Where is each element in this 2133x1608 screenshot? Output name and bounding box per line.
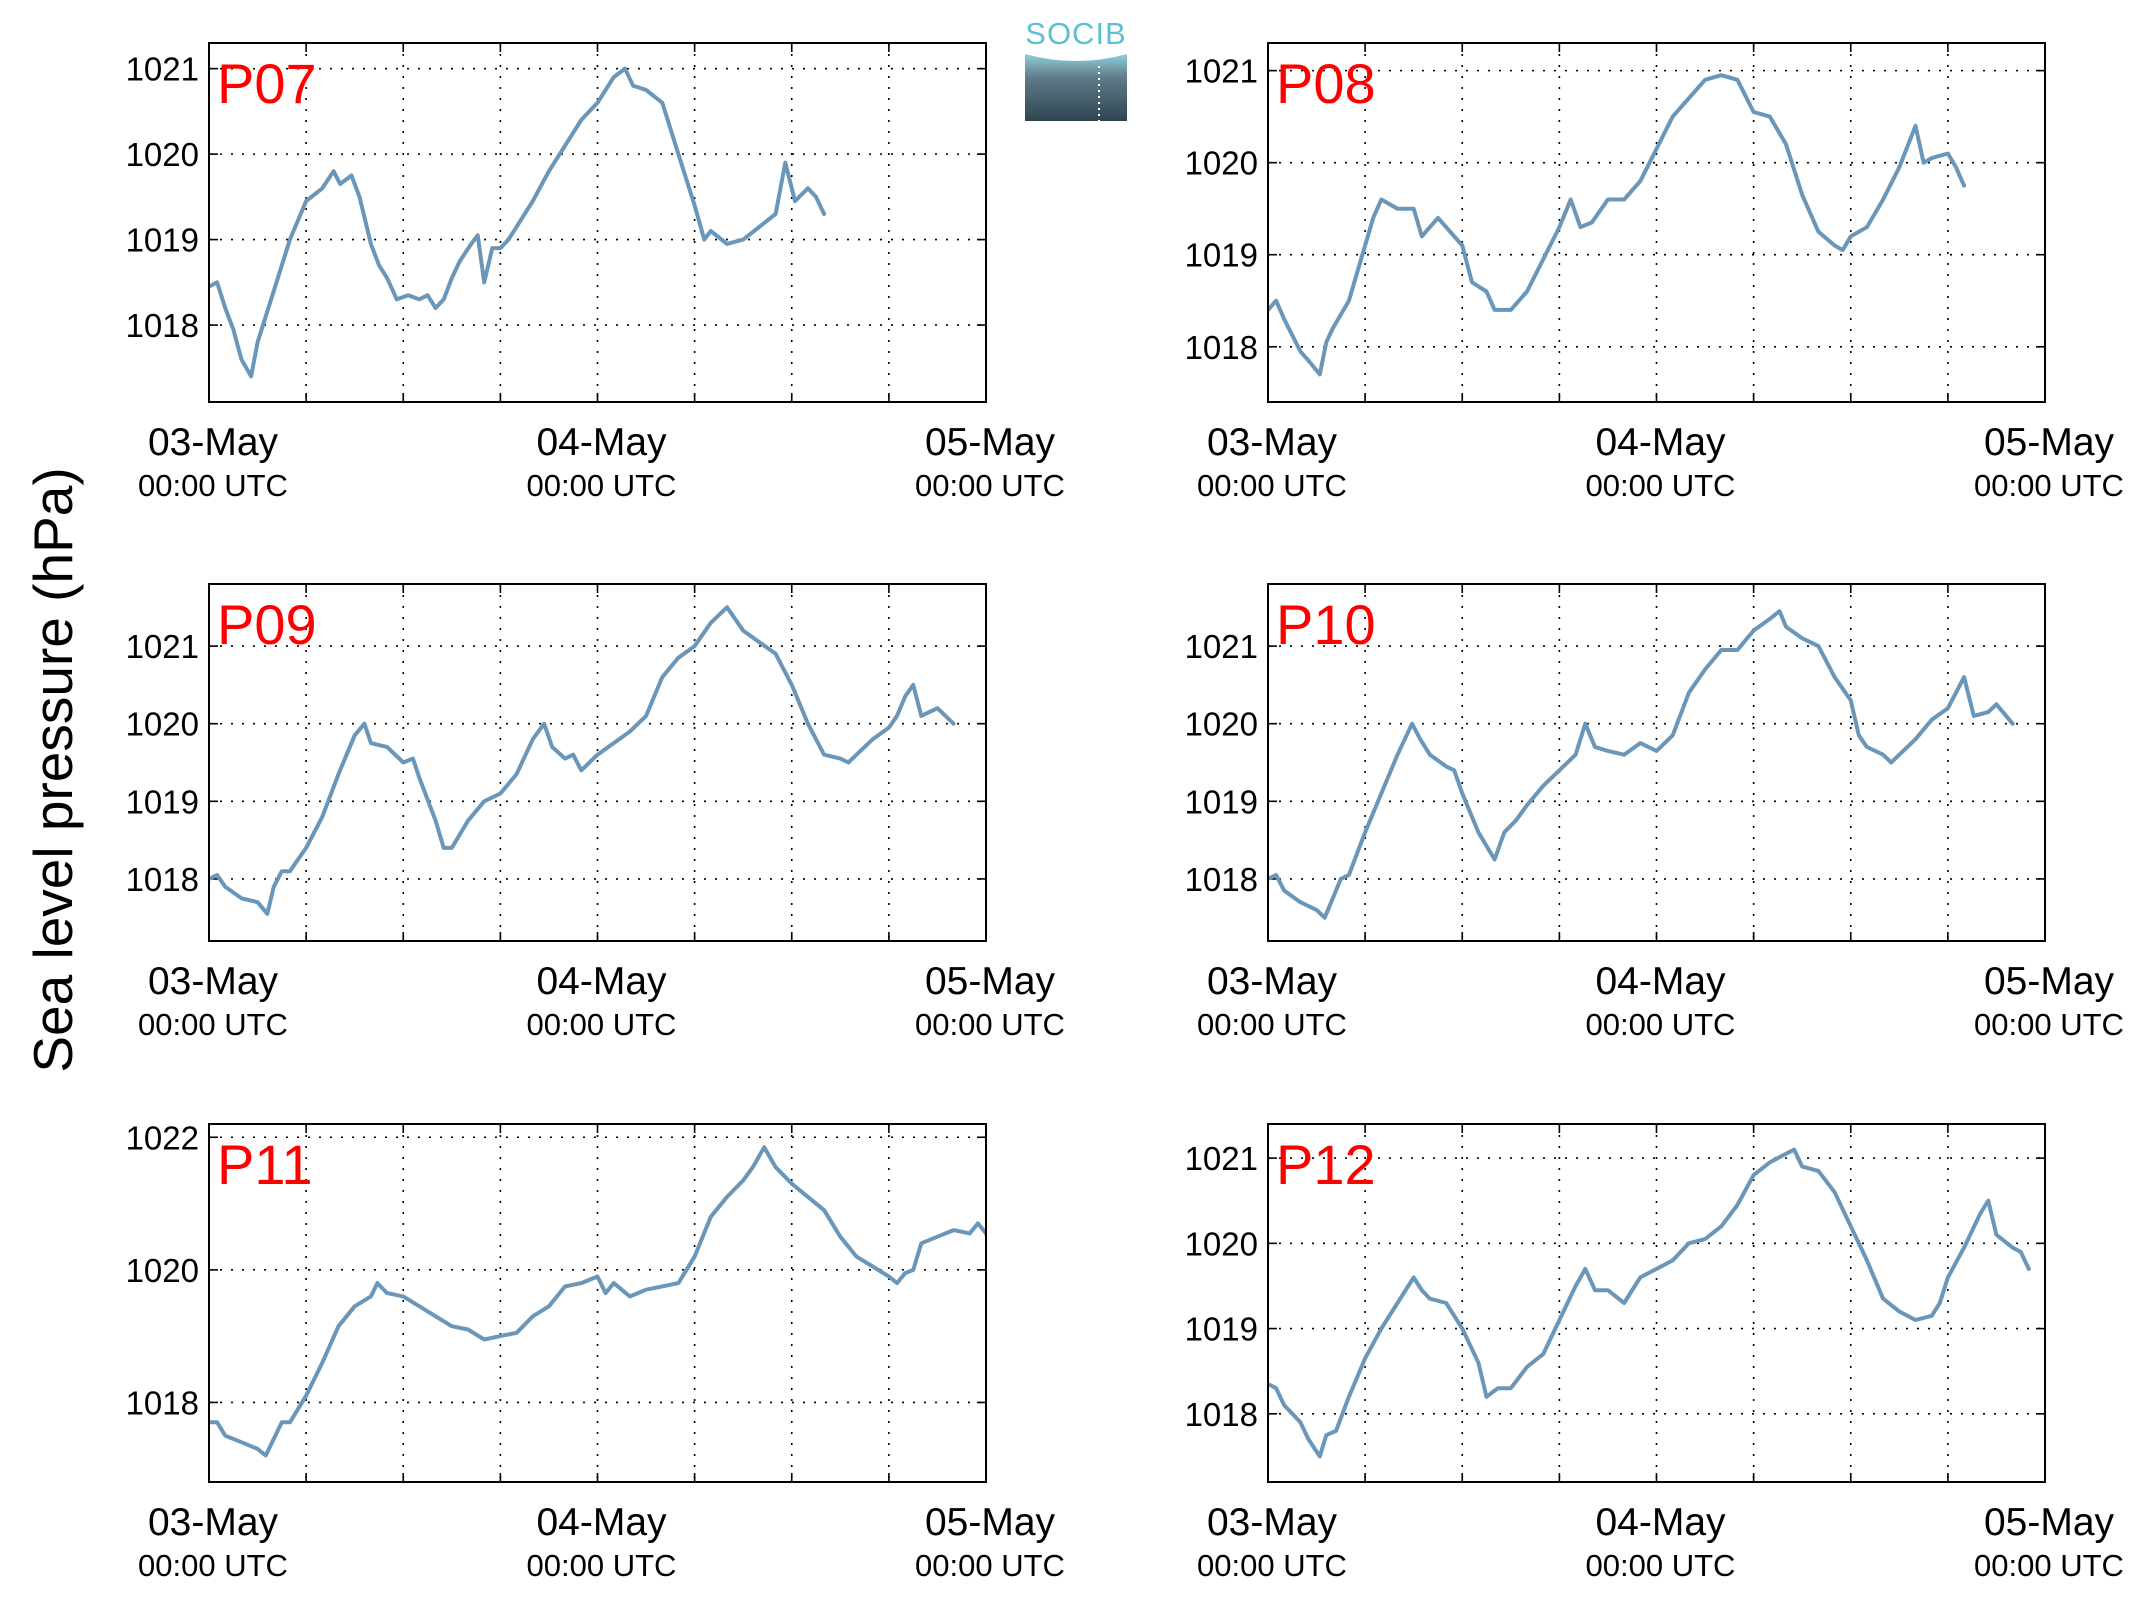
x-tick-label-time: 00:00 UTC	[527, 1007, 677, 1042]
panel-p12: 1018 1019 1020 1021 P12 03-May 00:00 UTC 04-May…	[1185, 1123, 2124, 1583]
x-tick-label-date: 04-May	[536, 960, 667, 1003]
y-tick-label: 1018	[1185, 861, 1258, 898]
x-tick-label-time: 00:00 UTC	[915, 1007, 1065, 1042]
x-tick-label-time: 00:00 UTC	[138, 1007, 288, 1042]
x-tick-label-time: 00:00 UTC	[138, 1548, 288, 1583]
y-tick-label: 1019	[1185, 783, 1258, 820]
panel-p11: 1018 1020 1022 P11 03-May 00:00 UTC 04-May 00:0…	[126, 1119, 1065, 1583]
x-tick-label-date: 04-May	[1595, 421, 1726, 464]
x-tick-label-time: 00:00 UTC	[1974, 1007, 2124, 1042]
x-tick-label-time: 00:00 UTC	[1197, 1007, 1347, 1042]
y-tick-label: 1018	[1185, 329, 1258, 366]
y-tick-label: 1019	[126, 783, 199, 820]
x-tick-label-date: 03-May	[1207, 960, 1338, 1003]
y-tick-label: 1020	[1185, 706, 1258, 743]
x-tick-label-date: 04-May	[1595, 960, 1726, 1003]
x-tick-label-time: 00:00 UTC	[527, 468, 677, 503]
x-tick-label-date: 03-May	[1207, 421, 1338, 464]
axes-frame	[1267, 42, 2046, 403]
axes-frame	[208, 42, 987, 403]
y-axis-label: Sea level pressure (hPa)	[22, 467, 84, 1072]
panel-p09: 1018 1019 1020 1021 P09 03-May 00:00 UTC 04-May…	[126, 583, 1065, 1042]
x-tick-label-date: 05-May	[925, 960, 1056, 1003]
panel-p08: 1018 1019 1020 1021 P08 03-May 00:00 UTC 04-May…	[1185, 42, 2124, 503]
y-tick-label: 1018	[1185, 1396, 1258, 1433]
panel-label: P11	[217, 1133, 312, 1196]
panel-label: P08	[1276, 52, 1376, 115]
series-line	[209, 1145, 986, 1458]
x-tick-label-date: 03-May	[148, 421, 279, 464]
panel-label: P10	[1276, 593, 1376, 656]
x-tick-label-date: 04-May	[536, 421, 667, 464]
panel-label: P09	[217, 593, 317, 656]
y-tick-label: 1021	[126, 628, 199, 665]
x-tick-label-date: 03-May	[1207, 1501, 1338, 1544]
x-tick-label-time: 00:00 UTC	[527, 1548, 677, 1583]
panel-p10: 1018 1019 1020 1021 P10 03-May 00:00 UTC 04-May…	[1185, 583, 2124, 1042]
y-tick-label: 1019	[1185, 237, 1258, 274]
axes-frame	[208, 583, 987, 942]
x-tick-label-time: 00:00 UTC	[1974, 468, 2124, 503]
series-line	[1268, 609, 2015, 920]
y-tick-label: 1020	[126, 136, 199, 173]
x-tick-label-time: 00:00 UTC	[1586, 468, 1736, 503]
panel-p07: 1018 1019 1020 1021 P07 03-May 00:00 UTC 04-May…	[126, 42, 1065, 503]
socib-logo-shape	[1025, 54, 1127, 121]
x-tick-label-date: 03-May	[148, 1501, 279, 1544]
panels: 1018 1019 1020 1021 P07 03-May 00:00 UTC 04-May…	[126, 42, 2124, 1583]
x-tick-label-date: 05-May	[1984, 960, 2115, 1003]
axes-frame	[208, 1123, 987, 1483]
socib-logo: SOCIB	[1025, 16, 1127, 121]
y-tick-label: 1022	[126, 1119, 199, 1156]
x-tick-label-time: 00:00 UTC	[1197, 1548, 1347, 1583]
x-tick-label-date: 05-May	[925, 1501, 1056, 1544]
y-tick-label: 1020	[1185, 145, 1258, 182]
x-tick-label-time: 00:00 UTC	[1586, 1007, 1736, 1042]
x-tick-label-date: 03-May	[148, 960, 279, 1003]
y-tick-label: 1019	[126, 222, 199, 259]
x-tick-label-time: 00:00 UTC	[915, 468, 1065, 503]
x-tick-label-date: 05-May	[1984, 421, 2115, 464]
x-tick-label-time: 00:00 UTC	[1197, 468, 1347, 503]
y-tick-label: 1020	[126, 1252, 199, 1289]
series-line	[209, 605, 956, 916]
panel-label: P07	[217, 52, 317, 115]
y-tick-label: 1021	[1185, 628, 1258, 665]
x-tick-label-date: 04-May	[1595, 1501, 1726, 1544]
y-tick-label: 1021	[1185, 53, 1258, 90]
x-tick-label-time: 00:00 UTC	[915, 1548, 1065, 1583]
x-tick-label-time: 00:00 UTC	[138, 468, 288, 503]
x-tick-label-time: 00:00 UTC	[1586, 1548, 1736, 1583]
x-tick-label-time: 00:00 UTC	[1974, 1548, 2124, 1583]
y-tick-label: 1018	[126, 861, 199, 898]
socib-logo-text: SOCIB	[1025, 16, 1126, 51]
x-tick-label-date: 05-May	[1984, 1501, 2115, 1544]
axes-frame	[1267, 1123, 2046, 1483]
y-tick-label: 1021	[126, 51, 199, 88]
y-tick-label: 1021	[1185, 1140, 1258, 1177]
series-line	[1268, 1147, 2031, 1459]
series-line	[209, 66, 827, 379]
panel-label: P12	[1276, 1133, 1376, 1196]
y-tick-label: 1020	[126, 706, 199, 743]
y-tick-label: 1018	[126, 307, 199, 344]
series-line	[1268, 73, 1967, 377]
y-tick-label: 1019	[1185, 1311, 1258, 1348]
axes-frame	[1267, 583, 2046, 942]
y-tick-label: 1018	[126, 1384, 199, 1421]
y-tick-label: 1020	[1185, 1225, 1258, 1262]
x-tick-label-date: 04-May	[536, 1501, 667, 1544]
x-tick-label-date: 05-May	[925, 421, 1056, 464]
